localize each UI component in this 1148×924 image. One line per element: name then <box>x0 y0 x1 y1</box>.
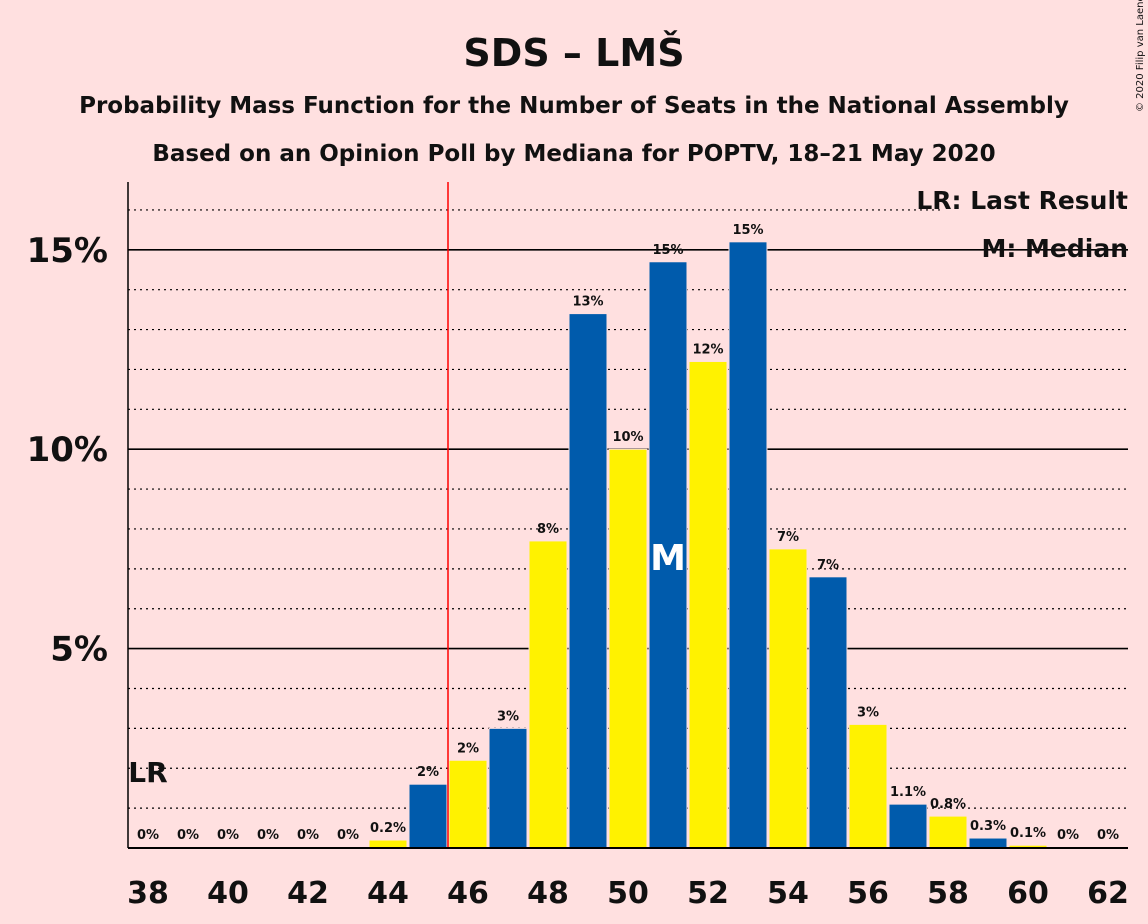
bar-50 <box>608 448 648 849</box>
bar-value-label-55: 7% <box>817 558 839 573</box>
x-tick-label-44: 44 <box>367 876 409 911</box>
chart-title: SDS – LMŠ <box>463 31 684 75</box>
bar-value-label-41: 0% <box>257 828 279 843</box>
bar-45 <box>408 783 448 849</box>
x-tick-label-62: 62 <box>1087 876 1129 911</box>
bar-value-label-56: 3% <box>857 705 879 720</box>
x-tick-label-60: 60 <box>1007 876 1049 911</box>
bar-48 <box>528 540 568 849</box>
bar-54 <box>768 548 808 849</box>
bar-value-label-52: 12% <box>692 342 723 357</box>
x-tick-label-58: 58 <box>927 876 969 911</box>
bar-56 <box>848 723 888 849</box>
median-marker: M <box>650 538 686 579</box>
bar-57 <box>888 803 928 849</box>
last-result-marker: LR <box>128 756 167 789</box>
x-tick-label-54: 54 <box>767 876 809 911</box>
bar-value-label-47: 3% <box>497 709 519 724</box>
bars: 0% 0% 0% 0% 0% 0% 0.2% 2% 2% 3% 8% 13% 10% 15% 12% 15% 7… <box>137 223 1119 849</box>
bar-value-label-45: 2% <box>417 765 439 780</box>
bar-value-label-53: 15% <box>732 223 763 238</box>
bar-value-label-46: 2% <box>457 741 479 756</box>
bar-58 <box>928 815 968 849</box>
x-tick-label-40: 40 <box>207 876 249 911</box>
bar-51 <box>648 261 688 849</box>
bar-value-label-42: 0% <box>297 828 319 843</box>
bar-value-label-50: 10% <box>612 430 643 445</box>
x-tick-label-46: 46 <box>447 876 489 911</box>
bar-value-label-39: 0% <box>177 828 199 843</box>
x-tick-label-52: 52 <box>687 876 729 911</box>
chart-subtitle-line-1: Probability Mass Function for the Number… <box>79 93 1069 119</box>
bar-46 <box>448 759 488 849</box>
bar-value-label-60: 0.1% <box>1010 826 1046 841</box>
bar-49 <box>568 313 608 849</box>
bar-53 <box>728 241 768 849</box>
x-tick-label-56: 56 <box>847 876 889 911</box>
bar-52 <box>688 360 728 849</box>
axes: 5% 10% 15% 38 40 42 44 46 48 50 52 54 56 58 60 62 <box>27 182 1129 911</box>
legend-median: M: Median <box>981 234 1128 263</box>
x-tick-label-50: 50 <box>607 876 649 911</box>
y-tick-label: 15% <box>27 231 108 271</box>
bar-value-label-48: 8% <box>537 522 559 537</box>
bar-value-label-61: 0% <box>1057 828 1079 843</box>
bar-value-label-62: 0% <box>1097 828 1119 843</box>
bar-value-label-51: 15% <box>652 243 683 258</box>
overlay: LR M <box>128 182 686 848</box>
bar-47 <box>488 727 528 849</box>
bar-value-label-44: 0.2% <box>370 821 406 836</box>
bar-55 <box>808 576 848 849</box>
bar-value-label-59: 0.3% <box>970 819 1006 834</box>
x-tick-label-38: 38 <box>127 876 169 911</box>
bar-value-label-43: 0% <box>337 828 359 843</box>
bar-44 <box>368 839 408 849</box>
legend-last-result: LR: Last Result <box>916 186 1128 215</box>
legend-line-1-background <box>940 182 1130 218</box>
bar-value-label-38: 0% <box>137 828 159 843</box>
bar-value-label-57: 1.1% <box>890 785 926 800</box>
y-tick-label: 10% <box>27 430 108 470</box>
copyright-notice: © 2020 Filip van Laenen <box>1135 0 1146 112</box>
y-tick-label: 5% <box>50 630 108 670</box>
bar-value-label-58: 0.8% <box>930 797 966 812</box>
bar-value-label-49: 13% <box>572 295 603 310</box>
chart-subtitle-line-2: Based on an Opinion Poll by Mediana for … <box>152 141 995 167</box>
x-tick-label-42: 42 <box>287 876 329 911</box>
bar-value-label-40: 0% <box>217 828 239 843</box>
bar-value-label-54: 7% <box>777 530 799 545</box>
bar-59 <box>968 837 1008 849</box>
x-tick-label-48: 48 <box>527 876 569 911</box>
